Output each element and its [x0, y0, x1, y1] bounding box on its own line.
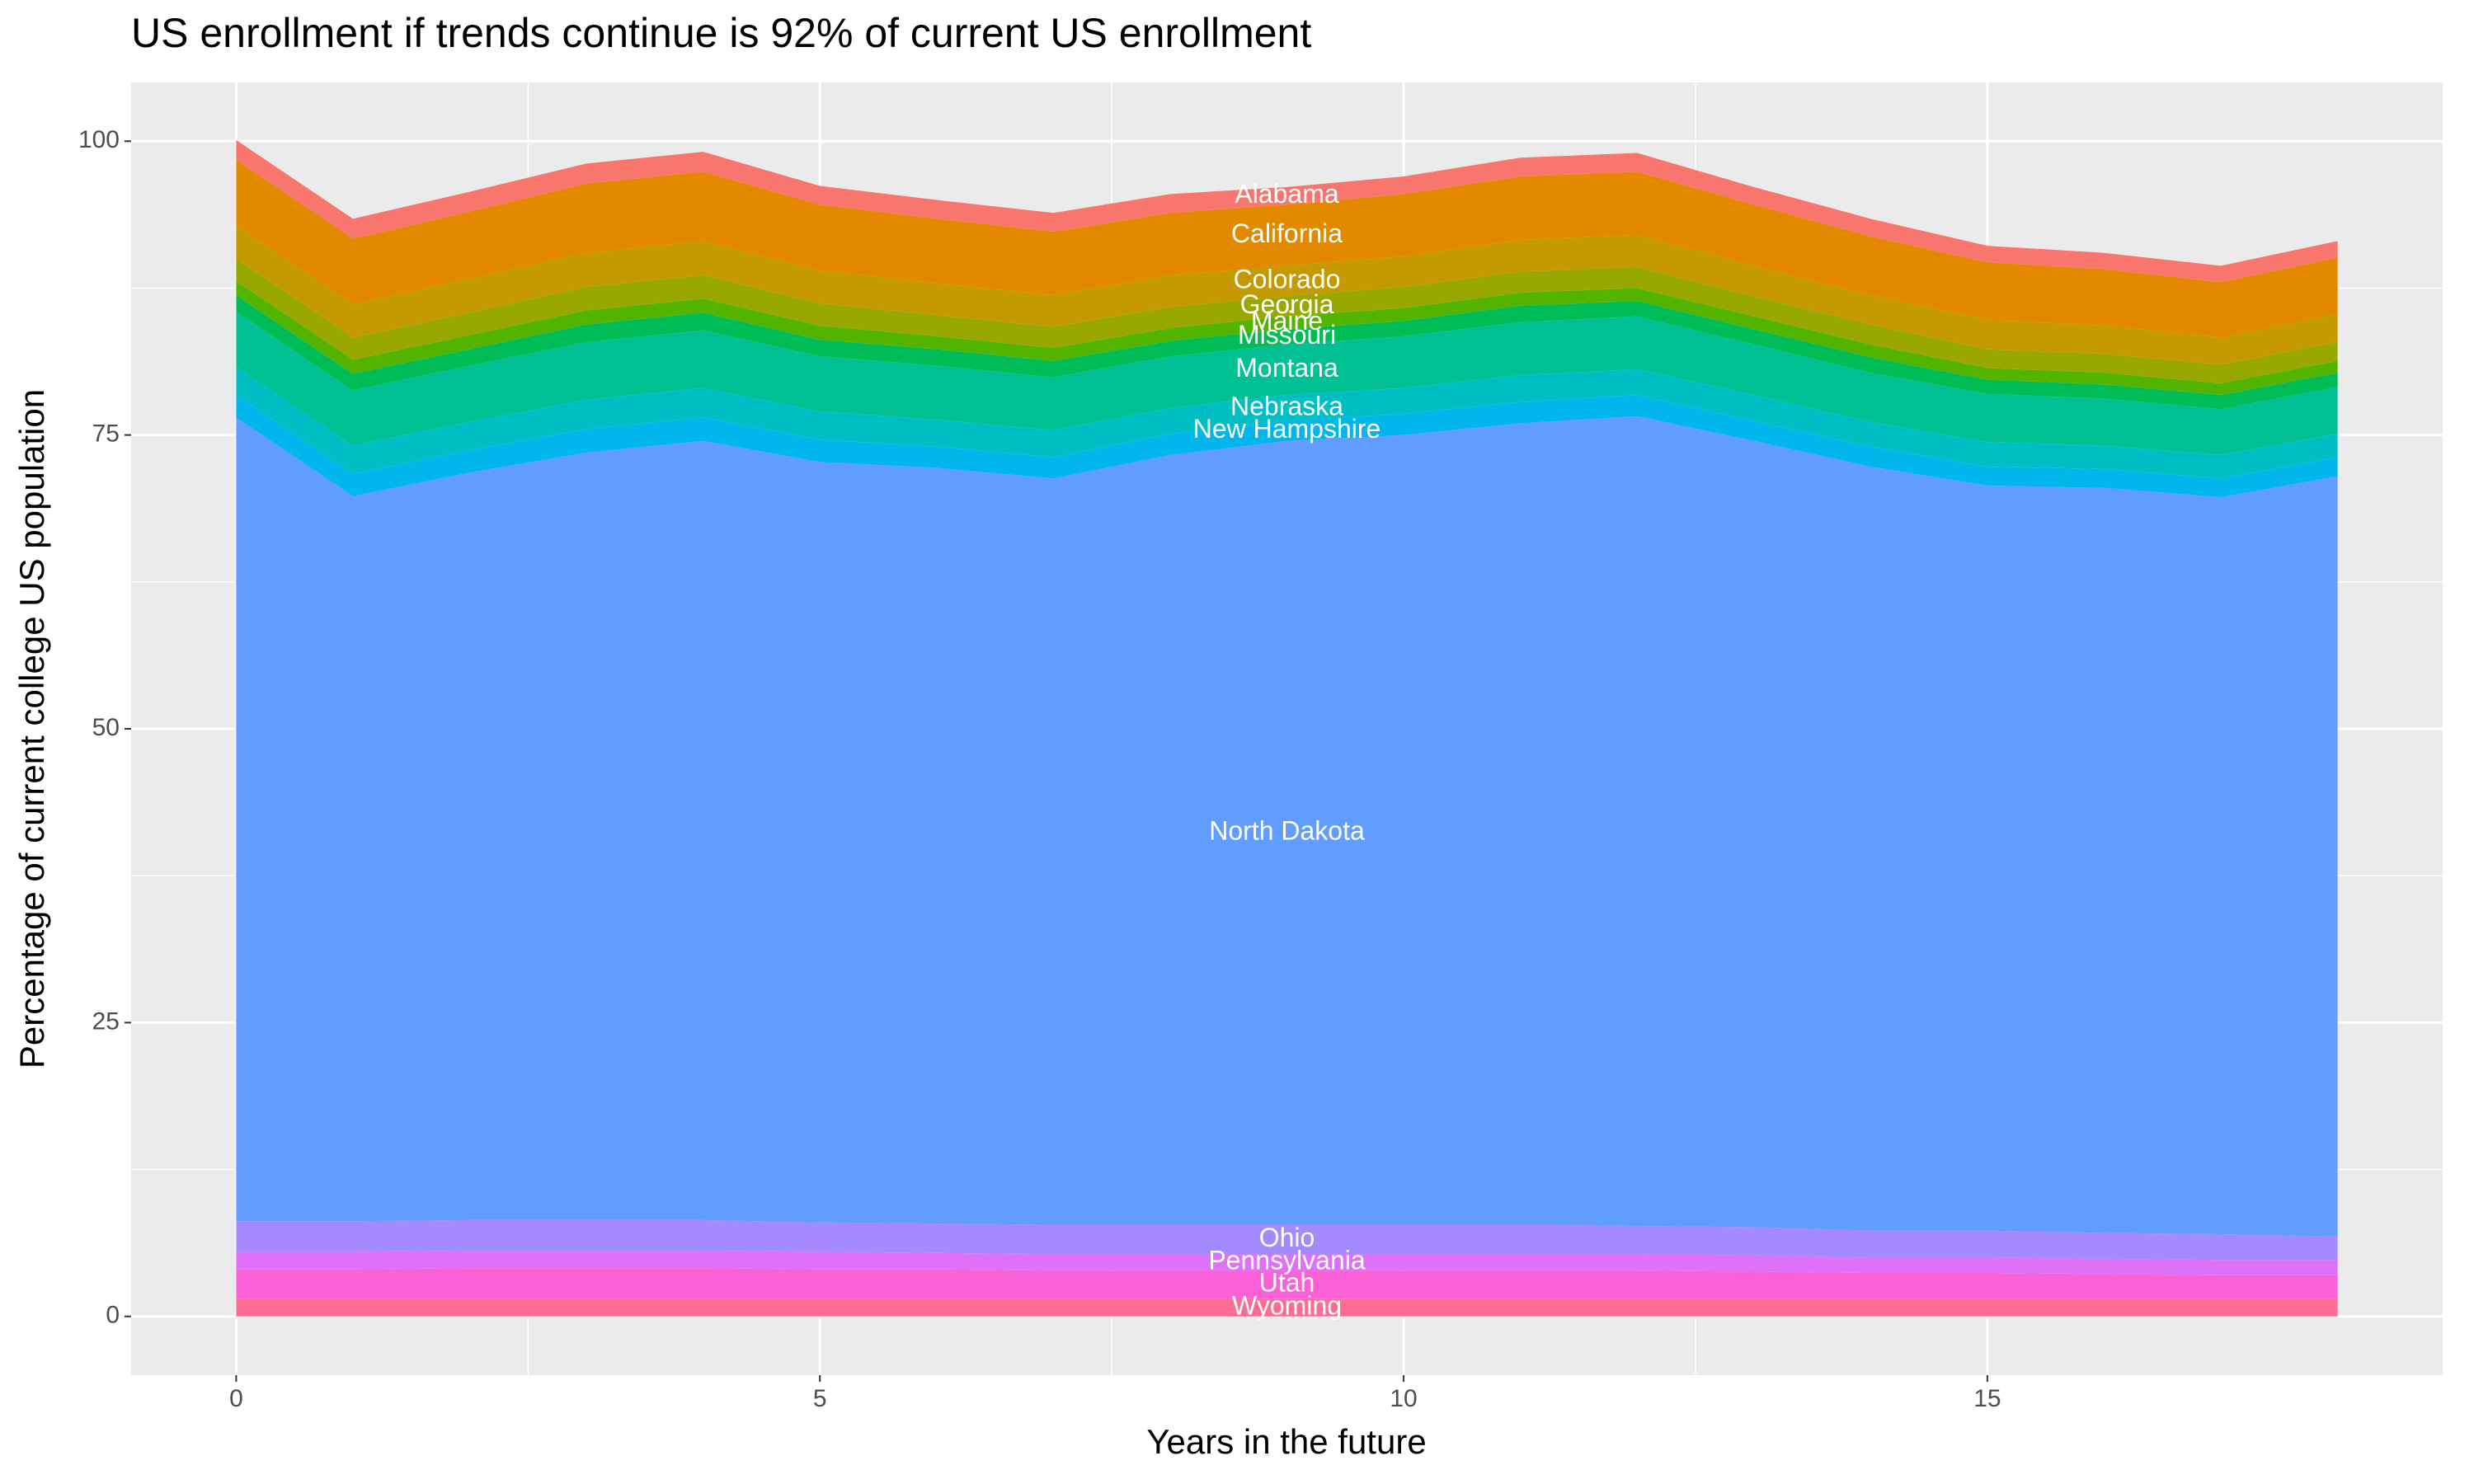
- area-label: Missouri: [1238, 320, 1336, 350]
- area: [236, 258, 2338, 383]
- x-tick-label: 0: [229, 1385, 243, 1412]
- chart-title: US enrollment if trends continue is 92% …: [131, 10, 1311, 56]
- y-tick-label: 75: [92, 420, 120, 448]
- area-label: North Dakota: [1209, 816, 1365, 846]
- area: [236, 225, 2338, 365]
- area: [236, 1298, 2338, 1317]
- area: [236, 416, 2338, 1237]
- area: [236, 280, 2338, 396]
- area: [236, 1250, 2338, 1275]
- x-tick-label: 10: [1390, 1385, 1417, 1412]
- y-tick-label: 50: [92, 714, 120, 741]
- area: [236, 366, 2338, 479]
- x-tick-label: 5: [813, 1385, 827, 1412]
- area-label: Georgia: [1240, 289, 1334, 319]
- y-tick-label: 0: [106, 1302, 120, 1329]
- area: [236, 1268, 2338, 1299]
- area: [236, 139, 2338, 283]
- area: [236, 160, 2338, 338]
- area-label: New Hampshire: [1193, 414, 1381, 444]
- area-label: Utah: [1259, 1268, 1315, 1298]
- area-label: Montana: [1235, 353, 1338, 383]
- area-label: Nebraska: [1230, 391, 1343, 420]
- x-axis-label: Years in the future: [1146, 1422, 1426, 1461]
- y-tick-label: 100: [78, 126, 120, 153]
- area-label: Colorado: [1234, 264, 1341, 294]
- y-tick-label: 25: [92, 1007, 120, 1035]
- area: [236, 311, 2338, 455]
- area-label: California: [1231, 218, 1343, 248]
- area-label: Ohio: [1259, 1223, 1315, 1252]
- area-label: Alabama: [1235, 179, 1339, 209]
- x-tick-label: 15: [1973, 1385, 2001, 1412]
- area-label: Maine: [1251, 306, 1323, 336]
- area: [236, 295, 2338, 410]
- y-axis-label: Percentage of current college US populat…: [12, 389, 51, 1068]
- area-label: Pennsylvania: [1208, 1246, 1366, 1275]
- area: [236, 395, 2338, 498]
- area: [236, 1219, 2338, 1261]
- area-label: Wyoming: [1232, 1290, 1342, 1320]
